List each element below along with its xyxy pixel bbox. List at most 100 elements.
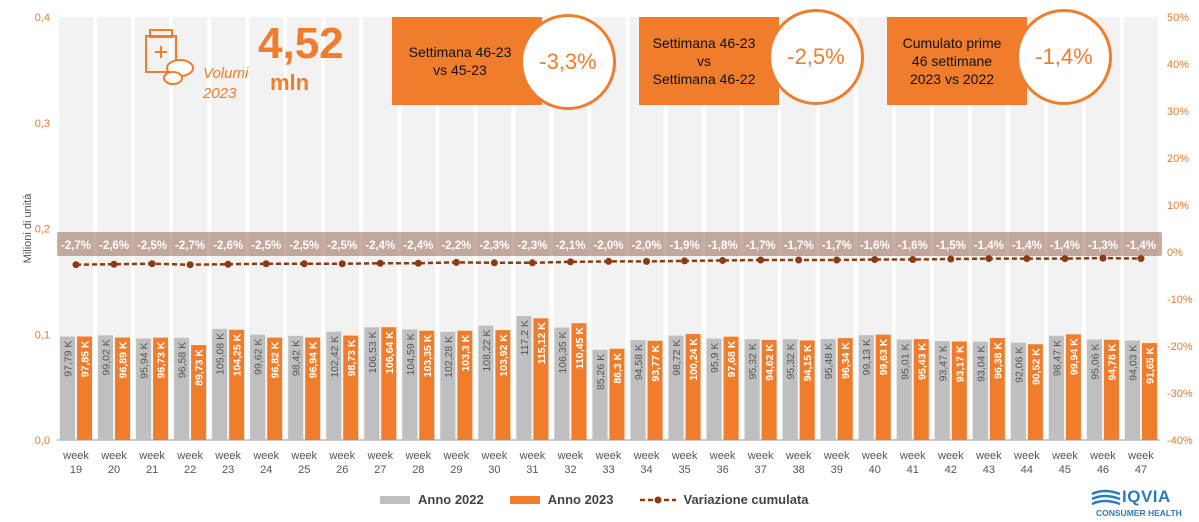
bar-2022 bbox=[934, 341, 950, 440]
kpi-box-2-line2: vs bbox=[696, 53, 711, 69]
kpi-box-1-line1: Settimana 46-23 bbox=[408, 44, 512, 60]
x-tick-prefix: week bbox=[481, 450, 508, 462]
bar-label-2022: 92,06 K bbox=[1013, 347, 1025, 383]
bar-2023 bbox=[571, 323, 587, 440]
kpi-box-3-text: Cumulato prime 46 settimane 2023 vs 2022 bbox=[891, 17, 1013, 105]
variation-label: -2,7% bbox=[61, 240, 91, 252]
bar-label-2022: 93,47 K bbox=[937, 345, 949, 381]
variation-label: -2,6% bbox=[99, 240, 129, 252]
bar-2023 bbox=[837, 338, 853, 440]
bar-label-2023: 94,78 K bbox=[1106, 343, 1118, 380]
volume-unit: mln bbox=[270, 70, 310, 95]
kpi-box-2-text: Settimana 46-23 vs Settimana 46-22 bbox=[643, 17, 765, 105]
bar-label-2023: 91,65 K bbox=[1144, 347, 1156, 384]
variation-label: -2,4% bbox=[365, 240, 395, 252]
bar-label-2023: 103,92 K bbox=[498, 334, 510, 377]
variation-label: -1,6% bbox=[898, 240, 928, 252]
variation-label: -2,7% bbox=[175, 240, 205, 252]
x-tick-label: 47 bbox=[1135, 464, 1147, 476]
variation-point bbox=[376, 259, 384, 267]
bar-label-2023: 103,3 K bbox=[460, 334, 472, 371]
variation-label: -2,0% bbox=[632, 240, 662, 252]
variation-point bbox=[338, 260, 346, 268]
variation-label: -2,0% bbox=[593, 240, 623, 252]
kpi-box-week-vs-previous: Settimana 46-23 vs 45-23 bbox=[392, 17, 542, 105]
bar-2023 bbox=[989, 338, 1005, 440]
bar-label-2023: 96,73 K bbox=[156, 341, 168, 378]
bar-2022 bbox=[554, 327, 570, 440]
x-tick-prefix: week bbox=[1051, 450, 1078, 462]
volume-label: Volumi 2023 bbox=[203, 64, 248, 104]
bar-2022 bbox=[630, 339, 646, 440]
x-tick-label: 33 bbox=[602, 464, 614, 476]
y-right-tick-label: -10% bbox=[1167, 294, 1193, 306]
legend-label-2022: Anno 2022 bbox=[418, 492, 484, 507]
x-tick-prefix: week bbox=[443, 450, 470, 462]
x-tick-label: 29 bbox=[450, 464, 462, 476]
bar-label-2022: 94,58 K bbox=[633, 344, 645, 380]
bar-2023 bbox=[723, 336, 739, 440]
x-tick-prefix: week bbox=[214, 450, 241, 462]
variation-label: -1,3% bbox=[1088, 240, 1118, 252]
bar-2023 bbox=[1141, 343, 1157, 440]
bar-label-2023: 96,82 K bbox=[270, 341, 282, 378]
bar-label-2023: 100,24 K bbox=[688, 338, 700, 381]
x-tick-prefix: week bbox=[671, 450, 698, 462]
bar-2022 bbox=[364, 327, 380, 440]
bar-2023 bbox=[267, 337, 283, 440]
bar-label-2022: 95,9 K bbox=[709, 343, 721, 373]
x-tick-prefix: week bbox=[747, 450, 774, 462]
bar-label-2022: 85,26 K bbox=[595, 354, 607, 390]
legend-item-variation: Variazione cumulata bbox=[639, 492, 809, 507]
variation-label: -2,5% bbox=[137, 240, 167, 252]
x-tick-label: 32 bbox=[564, 464, 576, 476]
x-tick-label: 44 bbox=[1021, 464, 1033, 476]
bar-2022 bbox=[60, 336, 76, 440]
x-tick-label: 19 bbox=[70, 464, 82, 476]
legend-label-variation: Variazione cumulata bbox=[683, 492, 809, 507]
legend-item-2022: Anno 2022 bbox=[380, 492, 484, 507]
bar-label-2022: 98,72 K bbox=[671, 340, 683, 376]
variation-point bbox=[871, 256, 879, 264]
bar-label-2022: 99,02 K bbox=[101, 339, 113, 375]
y-right-tick-label: 30% bbox=[1167, 106, 1189, 118]
bar-label-2023: 96,38 K bbox=[992, 342, 1004, 379]
y-right-tick-label: -30% bbox=[1167, 388, 1193, 400]
bar-2023 bbox=[1065, 334, 1081, 440]
variation-label: -1,6% bbox=[860, 240, 890, 252]
bar-label-2023: 95,43 K bbox=[916, 343, 928, 380]
kpi-circle-3-value: -1,4% bbox=[1035, 44, 1093, 69]
volume-label-line2: 2023 bbox=[203, 85, 237, 102]
variation-label: -2,6% bbox=[213, 240, 243, 252]
y-right-tick-label: -20% bbox=[1167, 341, 1193, 353]
y-left-tick-label: 0,2 bbox=[35, 224, 50, 236]
variation-label: -2,1% bbox=[555, 240, 585, 252]
bar-label-2023: 96,34 K bbox=[840, 342, 852, 379]
bar-2023 bbox=[115, 337, 131, 440]
bar-2023 bbox=[647, 340, 663, 440]
kpi-circle-2-value: -2,5% bbox=[787, 44, 845, 69]
kpi-box-3-line3: 2023 vs 2022 bbox=[909, 71, 995, 87]
legend-swatch-variation bbox=[639, 496, 676, 503]
bar-label-2022: 102,28 K bbox=[443, 336, 455, 378]
y-left-tick-label: 0,3 bbox=[35, 118, 50, 130]
bar-label-2022: 97,79 K bbox=[63, 341, 75, 377]
bar-2023 bbox=[305, 337, 321, 440]
logo-name: IQVIA bbox=[1122, 487, 1171, 506]
variation-label: -1,4% bbox=[974, 240, 1004, 252]
x-tick-prefix: week bbox=[937, 450, 964, 462]
x-tick-prefix: week bbox=[709, 450, 736, 462]
bar-2023 bbox=[685, 333, 701, 440]
x-tick-prefix: week bbox=[823, 450, 850, 462]
x-tick-label: 36 bbox=[716, 464, 728, 476]
variation-point bbox=[909, 256, 917, 264]
x-tick-label: 35 bbox=[678, 464, 690, 476]
y-right-tick-label: 40% bbox=[1167, 59, 1189, 71]
legend-swatch-2023 bbox=[509, 495, 540, 504]
bar-2023 bbox=[913, 339, 929, 440]
variation-point bbox=[224, 260, 232, 268]
variation-label: -2,3% bbox=[517, 240, 547, 252]
bar-label-2022: 94,03 K bbox=[1127, 345, 1139, 381]
x-tick-label: 46 bbox=[1097, 464, 1109, 476]
